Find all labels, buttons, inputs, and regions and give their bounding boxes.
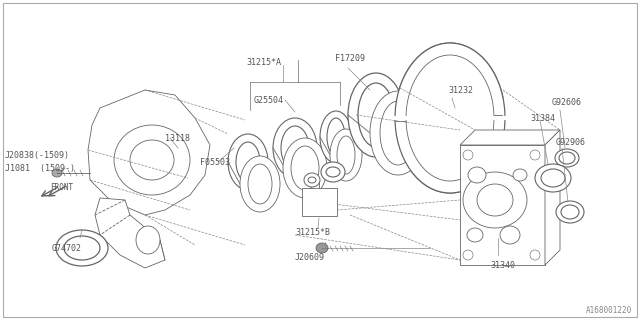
Ellipse shape (477, 184, 513, 216)
Ellipse shape (395, 43, 505, 193)
Ellipse shape (308, 177, 316, 183)
Ellipse shape (500, 226, 520, 244)
Ellipse shape (64, 236, 100, 260)
Text: 13118: 13118 (165, 133, 190, 142)
Ellipse shape (304, 173, 320, 187)
Ellipse shape (321, 162, 345, 182)
Text: G92606: G92606 (552, 98, 582, 107)
Text: 31215*B: 31215*B (295, 228, 330, 236)
Ellipse shape (467, 228, 483, 242)
Ellipse shape (337, 136, 355, 174)
Text: J1081  (1509-): J1081 (1509-) (5, 164, 75, 172)
Text: 31384: 31384 (530, 114, 555, 123)
Ellipse shape (320, 111, 352, 163)
Ellipse shape (130, 140, 174, 180)
Ellipse shape (463, 250, 473, 260)
Polygon shape (545, 130, 560, 265)
Ellipse shape (281, 126, 309, 170)
Ellipse shape (330, 129, 362, 181)
Ellipse shape (52, 169, 62, 177)
Ellipse shape (327, 118, 345, 156)
Ellipse shape (468, 167, 486, 183)
Text: 31215*A: 31215*A (246, 58, 281, 67)
Ellipse shape (283, 138, 327, 198)
Ellipse shape (316, 243, 328, 253)
Text: J20838(-1509): J20838(-1509) (5, 150, 70, 159)
Ellipse shape (535, 164, 571, 192)
Ellipse shape (228, 134, 268, 190)
Ellipse shape (406, 55, 494, 181)
Ellipse shape (326, 167, 340, 177)
Ellipse shape (513, 169, 527, 181)
Text: G25504: G25504 (254, 95, 284, 105)
Ellipse shape (240, 156, 280, 212)
Text: F05503: F05503 (200, 157, 230, 166)
Text: G74702: G74702 (52, 244, 82, 252)
Text: F17209: F17209 (335, 53, 365, 62)
Ellipse shape (291, 146, 319, 190)
Ellipse shape (273, 118, 317, 178)
Ellipse shape (248, 164, 272, 204)
Ellipse shape (561, 205, 579, 219)
Ellipse shape (348, 73, 404, 157)
Polygon shape (95, 198, 165, 268)
Ellipse shape (56, 230, 108, 266)
Text: FRONT: FRONT (50, 183, 73, 192)
Ellipse shape (136, 226, 160, 254)
Polygon shape (88, 90, 210, 215)
Ellipse shape (541, 169, 565, 187)
Ellipse shape (236, 142, 260, 182)
Text: G92906: G92906 (556, 138, 586, 147)
Polygon shape (460, 130, 560, 145)
Ellipse shape (370, 91, 426, 175)
Text: A168001220: A168001220 (586, 306, 632, 315)
Polygon shape (460, 145, 545, 265)
Text: 31340: 31340 (490, 260, 515, 269)
Ellipse shape (463, 172, 527, 228)
Ellipse shape (380, 101, 416, 165)
Ellipse shape (114, 125, 190, 195)
Ellipse shape (530, 250, 540, 260)
Ellipse shape (555, 149, 579, 167)
Ellipse shape (463, 150, 473, 160)
Ellipse shape (556, 201, 584, 223)
Ellipse shape (530, 150, 540, 160)
Text: J20609: J20609 (295, 253, 325, 262)
Ellipse shape (559, 152, 575, 164)
Text: 31232: 31232 (448, 85, 473, 94)
Ellipse shape (358, 83, 394, 147)
Bar (302, 188, 337, 216)
